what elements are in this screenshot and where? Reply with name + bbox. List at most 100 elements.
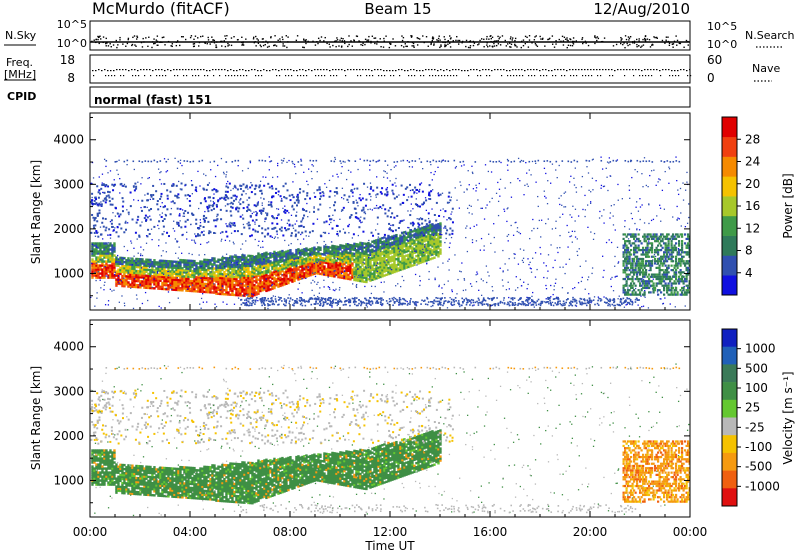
data-cell [387, 272, 390, 276]
data-cell [363, 258, 366, 261]
data-cell [253, 273, 256, 277]
data-cell [113, 270, 116, 273]
data-cell [287, 257, 290, 261]
data-cell [243, 280, 246, 283]
data-cell [143, 276, 146, 279]
nsky-sample [497, 43, 500, 45]
data-cell [349, 255, 352, 259]
data-cell [311, 267, 314, 270]
data-cell [574, 167, 576, 169]
data-cell [209, 275, 212, 278]
data-cell [437, 229, 440, 232]
data-cell [138, 234, 141, 237]
data-cell [353, 242, 356, 246]
data-cell [285, 262, 288, 265]
data-cell [179, 260, 182, 264]
data-cell [363, 276, 366, 279]
data-cell [290, 234, 293, 237]
data-cell [159, 277, 162, 280]
data-cell [225, 285, 228, 288]
data-cell [437, 223, 440, 226]
nsky-sample [394, 45, 397, 47]
data-cell [401, 241, 404, 245]
data-cell [313, 254, 316, 257]
nsky-sample [665, 36, 668, 38]
data-cell [285, 250, 288, 253]
data-cell [239, 272, 242, 275]
data-cell [614, 276, 616, 278]
data-cell [424, 245, 426, 247]
data-cell [213, 279, 216, 282]
data-cell [389, 242, 392, 245]
data-cell [147, 286, 150, 290]
data-cell [247, 288, 250, 292]
nsky-sample [447, 40, 449, 42]
data-cell [253, 293, 256, 297]
data-cell [99, 268, 102, 271]
data-cell [209, 277, 212, 280]
data-cell [421, 254, 424, 258]
data-cell [169, 270, 172, 273]
data-cell [487, 271, 489, 273]
data-cell [231, 202, 234, 205]
data-cell [159, 263, 162, 266]
data-cell [313, 281, 316, 283]
nave-sample [321, 75, 323, 77]
data-cell [321, 271, 324, 274]
data-cell [125, 283, 128, 286]
data-cell [175, 268, 178, 272]
data-cell [189, 265, 192, 269]
data-cell [159, 269, 162, 272]
data-cell [437, 245, 440, 248]
data-cell [135, 283, 138, 287]
data-cell [107, 266, 110, 269]
data-cell [152, 184, 155, 187]
data-cell [115, 262, 118, 265]
data-cell [274, 191, 277, 194]
data-cell [368, 276, 371, 278]
freq-sample [482, 69, 484, 71]
data-cell [231, 287, 234, 290]
data-cell [227, 257, 230, 260]
data-cell [247, 292, 250, 296]
data-cell [109, 203, 112, 206]
data-cell [202, 225, 205, 228]
data-cell [331, 250, 334, 254]
data-cell [294, 235, 297, 238]
nave-sample [231, 75, 233, 77]
data-cell [253, 187, 256, 190]
data-cell [248, 227, 251, 230]
data-cell [344, 161, 346, 163]
data-cell [416, 234, 419, 237]
data-cell [308, 168, 310, 170]
data-cell [523, 281, 525, 283]
data-cell [187, 263, 190, 266]
data-cell [403, 261, 406, 264]
data-cell [257, 288, 260, 291]
data-cell [195, 284, 198, 287]
data-cell [241, 274, 244, 277]
data-cell [205, 286, 208, 290]
data-cell [287, 263, 290, 267]
data-cell [282, 234, 285, 237]
data-cell [429, 233, 432, 237]
nsky-sample [489, 45, 491, 47]
data-cell [149, 278, 152, 282]
data-cell [601, 215, 603, 217]
data-cell [250, 257, 253, 260]
data-cell [664, 275, 666, 277]
nsky-sample [668, 42, 671, 45]
data-cell [245, 278, 248, 281]
data-cell [261, 275, 264, 278]
data-cell [133, 279, 136, 283]
data-cell [161, 261, 164, 265]
data-cell [247, 264, 250, 268]
nsky-sample [633, 42, 636, 44]
data-cell [193, 259, 196, 263]
data-cell [295, 260, 298, 264]
data-cell [363, 274, 366, 277]
data-cell [153, 265, 156, 268]
data-cell [112, 184, 115, 187]
data-cell [433, 244, 436, 247]
data-cell [171, 288, 173, 290]
